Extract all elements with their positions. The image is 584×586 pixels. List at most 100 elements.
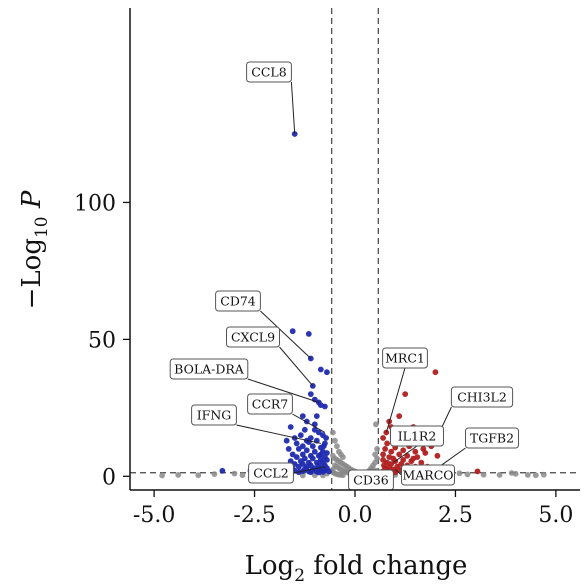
label-box-chi3l2 (450, 386, 514, 408)
down-point (309, 443, 316, 450)
down-point (317, 451, 324, 458)
up-point (396, 413, 403, 419)
up-point (380, 451, 386, 458)
y-tick-label: 100 (74, 191, 116, 216)
gene-label-cd74: CD74 (220, 294, 256, 309)
gene-label-chi3l2: CHI3L2 (457, 390, 507, 405)
label-box-mrc1 (382, 347, 428, 369)
down-point (324, 369, 330, 376)
ns-point (374, 446, 380, 452)
up-point (410, 455, 417, 462)
ns-point (332, 437, 338, 444)
down-point (293, 454, 300, 460)
down-point (219, 467, 226, 474)
up-point (432, 369, 439, 376)
down-point (295, 463, 302, 470)
ns-point (334, 443, 340, 450)
gene-label-il1r2: IL1R2 (398, 429, 437, 444)
down-point (317, 366, 324, 373)
up-point (396, 451, 403, 458)
y-tick-label: 50 (88, 328, 116, 353)
label-box-bola-dra (169, 358, 249, 380)
ns-point (372, 451, 378, 458)
ns-point (480, 471, 487, 478)
label-box-ccr7 (247, 393, 293, 415)
down-point (287, 424, 294, 430)
ns-point (340, 472, 346, 479)
x-axis-title: Log2 fold change (245, 551, 468, 586)
gene-label-ccr7: CCR7 (252, 397, 289, 412)
y-axis-title: −Log10 P (17, 190, 52, 309)
down-point (309, 455, 316, 462)
up-point (383, 429, 390, 436)
ns-point (330, 429, 336, 436)
down-point (301, 426, 308, 433)
gene-label-cxcl9: CXCL9 (231, 330, 275, 345)
leader-ifng (236, 424, 321, 444)
leader-cxcl9 (279, 346, 314, 387)
down-point (299, 413, 306, 419)
up-point (384, 440, 390, 447)
label-box-ccl2 (248, 462, 294, 484)
ns-point (532, 472, 539, 479)
ns-point (340, 454, 346, 460)
down-point (315, 429, 322, 436)
up-point (380, 435, 386, 441)
down-point (293, 440, 300, 447)
ns-point (524, 472, 531, 478)
down-point (322, 403, 328, 410)
leader-ccl2 (293, 466, 325, 474)
ns-point (211, 471, 218, 477)
x-tick-label: 5.0 (538, 503, 573, 528)
label-box-marco (401, 464, 455, 486)
down-point (303, 447, 310, 454)
down-point (307, 469, 314, 476)
leader-ccl8 (290, 81, 296, 135)
down-point (305, 331, 312, 337)
gene-label-tgfb2: TGFB2 (470, 431, 514, 446)
leader-cd74 (260, 310, 312, 359)
ns-point (540, 471, 547, 478)
x-tick-label: 2.5 (438, 503, 473, 528)
label-box-il1r2 (390, 425, 444, 447)
leader-il1r2 (392, 445, 418, 464)
gene-label-ccl2: CCL2 (253, 466, 288, 481)
up-point (382, 446, 388, 452)
down-point (297, 432, 304, 439)
up-point (412, 448, 419, 455)
x-tick-label: 0.0 (338, 503, 373, 528)
down-point (307, 391, 314, 397)
ns-point (373, 421, 379, 428)
gene-label-bola-dra: BOLA-DRA (174, 362, 245, 377)
ns-point (231, 470, 238, 477)
label-box-ccl8 (246, 61, 292, 83)
down-point (289, 328, 296, 335)
up-point (418, 459, 425, 466)
ns-point (299, 472, 306, 479)
data-points (159, 131, 547, 479)
gene-label-ccl8: CCL8 (251, 65, 286, 80)
label-box-ifng (191, 404, 237, 426)
down-point (295, 446, 302, 452)
down-point (291, 131, 298, 137)
down-point (313, 413, 320, 419)
down-point (323, 435, 329, 441)
gene-label-cd36: CD36 (353, 473, 389, 488)
leader-mrc1 (385, 367, 406, 433)
up-point (402, 391, 409, 397)
gene-label-mrc1: MRC1 (385, 351, 425, 366)
gene-label-ifng: IFNG (197, 408, 232, 423)
x-tick-label: -2.5 (233, 503, 275, 528)
ns-point (508, 470, 515, 476)
up-point (388, 448, 395, 455)
ns-point (239, 472, 246, 479)
ns-point (159, 472, 166, 479)
gene-label-marco: MARCO (402, 468, 453, 483)
down-point (326, 468, 332, 475)
up-point (420, 446, 427, 452)
leader-marco (394, 469, 402, 476)
down-point (283, 437, 290, 444)
label-leader-lines (236, 81, 466, 481)
down-point (315, 469, 322, 476)
